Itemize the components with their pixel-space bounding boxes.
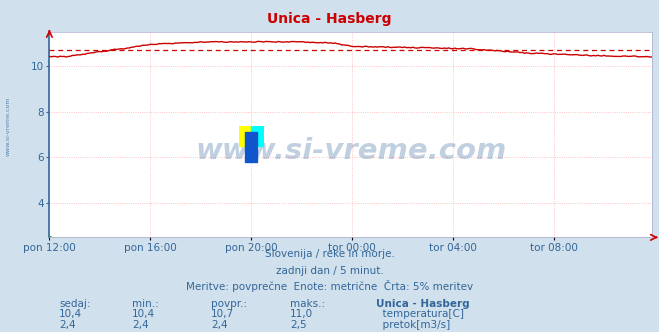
Text: 10,4: 10,4: [59, 309, 82, 319]
Text: 2,5: 2,5: [290, 320, 306, 330]
Text: 2,4: 2,4: [211, 320, 227, 330]
Text: Slovenija / reke in morje.: Slovenija / reke in morje.: [264, 249, 395, 259]
Bar: [245, 132, 258, 162]
Text: min.:: min.:: [132, 299, 159, 309]
Text: 10,4: 10,4: [132, 309, 155, 319]
Bar: [251, 126, 264, 146]
Text: www.si-vreme.com: www.si-vreme.com: [195, 137, 507, 165]
Text: povpr.:: povpr.:: [211, 299, 247, 309]
Text: sedaj:: sedaj:: [59, 299, 91, 309]
Text: 11,0: 11,0: [290, 309, 313, 319]
Text: 2,4: 2,4: [59, 320, 76, 330]
Text: Unica - Hasberg: Unica - Hasberg: [376, 299, 469, 309]
Bar: [239, 126, 251, 146]
Text: temperatura[C]: temperatura[C]: [376, 309, 464, 319]
Text: maks.:: maks.:: [290, 299, 325, 309]
Text: www.si-vreme.com: www.si-vreme.com: [5, 96, 11, 156]
Text: pretok[m3/s]: pretok[m3/s]: [376, 320, 450, 330]
Text: 2,4: 2,4: [132, 320, 148, 330]
Text: Unica - Hasberg: Unica - Hasberg: [268, 12, 391, 26]
Text: Meritve: povprečne  Enote: metrične  Črta: 5% meritev: Meritve: povprečne Enote: metrične Črta:…: [186, 281, 473, 292]
Text: 10,7: 10,7: [211, 309, 234, 319]
Text: zadnji dan / 5 minut.: zadnji dan / 5 minut.: [275, 266, 384, 276]
